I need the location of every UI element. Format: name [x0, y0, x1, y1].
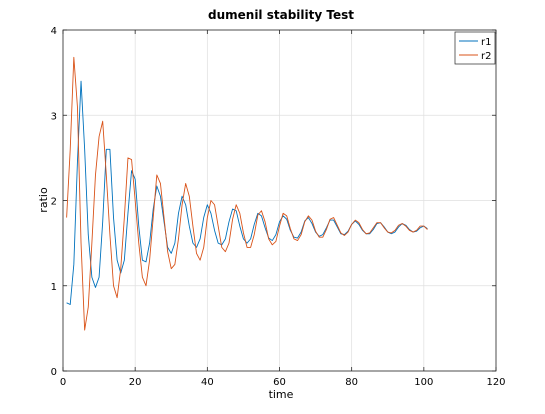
- x-axis-label: time: [269, 388, 294, 401]
- legend-label-r2: r2: [481, 51, 491, 62]
- legend-label-r1: r1: [481, 37, 491, 48]
- series-layer: [66, 56, 428, 331]
- y-tick-label: 2: [51, 197, 57, 208]
- y-tick-label: 1: [51, 282, 57, 293]
- y-tick-label: 3: [51, 111, 57, 122]
- x-tick-label: 80: [345, 377, 358, 388]
- y-axis-label: ratio: [37, 187, 50, 213]
- y-tick-label: 0: [51, 367, 57, 378]
- x-tick-label: 20: [129, 377, 142, 388]
- x-tick-label: 60: [273, 377, 286, 388]
- x-tick-label: 120: [486, 377, 505, 388]
- x-tick-label: 0: [60, 377, 66, 388]
- legend-box: [454, 31, 496, 65]
- ticks: 0 20 40 60 80 100 120 0 1 2 3 4: [51, 26, 506, 388]
- series-line-r2: [66, 56, 428, 331]
- x-tick-label: 100: [414, 377, 433, 388]
- x-tick-label: 40: [201, 377, 214, 388]
- chart-title: dumenil stability Test: [208, 8, 354, 22]
- y-tick-label: 4: [51, 26, 57, 37]
